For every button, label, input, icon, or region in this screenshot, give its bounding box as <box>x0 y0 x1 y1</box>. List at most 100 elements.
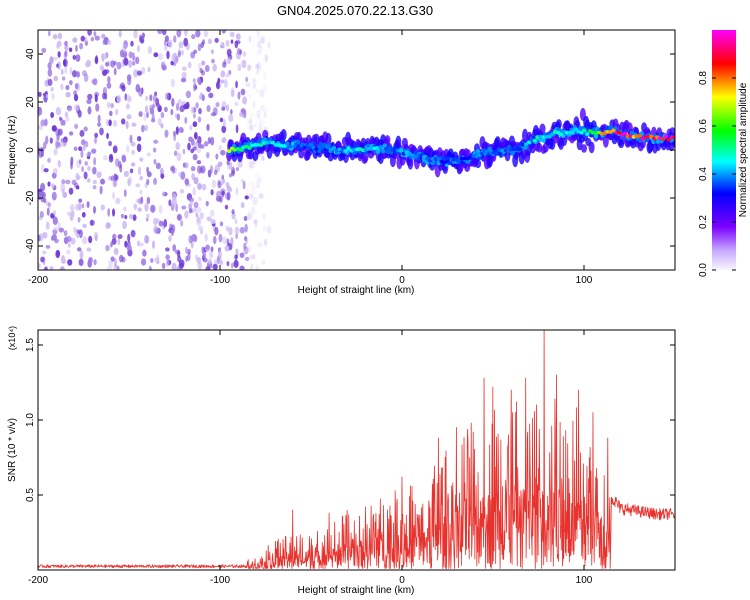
noise-speckle <box>57 32 63 40</box>
noise-speckle <box>108 176 113 181</box>
noise-speckle <box>107 222 112 228</box>
noise-speckle <box>235 80 238 89</box>
snr-y-label: SNR (10 * v/v) <box>7 418 18 482</box>
noise-speckle <box>221 106 226 111</box>
noise-speckle <box>190 106 195 114</box>
noise-speckle <box>197 207 202 213</box>
noise-speckle <box>115 174 119 181</box>
noise-speckle <box>83 171 88 180</box>
noise-speckle <box>66 235 72 243</box>
noise-speckle <box>42 232 48 239</box>
noise-speckle <box>38 234 41 242</box>
noise-speckle <box>263 241 269 246</box>
noise-speckle <box>237 63 242 72</box>
noise-speckle <box>200 70 206 76</box>
noise-speckle <box>83 126 88 132</box>
noise-speckle <box>147 46 153 54</box>
noise-speckle <box>248 214 254 219</box>
noise-speckle <box>107 208 111 217</box>
noise-speckle <box>44 79 49 85</box>
noise-speckle <box>255 69 260 75</box>
noise-speckle <box>192 153 198 161</box>
noise-speckle <box>235 232 239 240</box>
noise-speckle <box>239 226 245 234</box>
noise-speckle <box>47 78 53 87</box>
ridge-core <box>398 149 404 153</box>
noise-speckle <box>195 254 198 261</box>
noise-speckle <box>252 77 256 83</box>
noise-speckle <box>175 126 179 135</box>
spectrogram-y-tick-label: 0 <box>25 147 36 153</box>
noise-speckle <box>136 70 143 76</box>
noise-speckle <box>124 240 128 248</box>
noise-speckle <box>43 168 49 173</box>
noise-speckle <box>176 30 182 38</box>
noise-speckle <box>139 36 145 44</box>
noise-speckle <box>256 62 262 72</box>
noise-speckle <box>261 154 265 161</box>
noise-speckle <box>248 193 254 199</box>
noise-speckle <box>90 219 94 226</box>
ridge-body <box>592 126 597 133</box>
colorbar-label: Normalized spectral amplitude <box>738 82 749 217</box>
noise-speckle <box>259 193 265 200</box>
noise-speckle <box>188 197 195 203</box>
snr-x-tick-label: 0 <box>399 575 405 586</box>
noise-speckle <box>88 235 93 244</box>
noise-speckle <box>182 148 186 155</box>
noise-speckle <box>218 233 223 243</box>
noise-speckle <box>256 115 262 124</box>
noise-speckle <box>192 78 196 83</box>
noise-speckle <box>200 229 204 235</box>
noise-speckle <box>68 131 74 136</box>
noise-speckle <box>64 50 68 58</box>
ridge-core <box>288 144 293 149</box>
noise-speckle <box>70 204 75 213</box>
noise-speckle <box>153 52 159 58</box>
noise-speckle <box>180 128 184 133</box>
noise-speckle <box>252 80 257 86</box>
noise-speckle <box>243 242 247 250</box>
noise-speckle <box>100 65 105 72</box>
noise-speckle <box>75 203 80 211</box>
noise-speckle <box>81 70 87 77</box>
noise-speckle <box>205 266 210 270</box>
noise-speckle <box>195 30 201 38</box>
noise-speckle <box>123 57 129 66</box>
ridge-core <box>314 147 319 151</box>
spectrogram-y-tick-label: 40 <box>25 48 36 60</box>
noise-speckle <box>264 54 269 63</box>
ridge-body <box>608 124 613 130</box>
noise-speckle <box>226 104 230 112</box>
ridge-core <box>518 147 523 152</box>
noise-speckle <box>135 183 141 188</box>
noise-speckle <box>146 213 150 220</box>
ridge-core <box>579 130 584 135</box>
noise-speckle <box>252 83 257 90</box>
noise-speckle <box>239 112 243 117</box>
noise-speckle <box>244 223 248 233</box>
ridge-body <box>280 139 286 145</box>
noise-speckle <box>248 180 253 188</box>
ridge-halo <box>539 123 546 135</box>
noise-speckle <box>40 256 45 263</box>
noise-speckle <box>221 30 226 34</box>
noise-speckle <box>241 59 247 69</box>
noise-speckle <box>128 59 133 68</box>
noise-speckle <box>196 256 202 265</box>
noise-speckle <box>159 167 164 176</box>
noise-speckle <box>71 179 77 186</box>
noise-speckle <box>79 250 84 260</box>
noise-speckle <box>112 179 118 188</box>
ridge-halo <box>588 141 595 154</box>
noise-speckle <box>136 135 142 142</box>
noise-speckle <box>205 244 210 250</box>
ridge-core <box>550 132 555 137</box>
noise-speckle <box>131 149 135 155</box>
noise-speckle <box>55 107 62 116</box>
noise-speckle <box>252 196 258 206</box>
noise-speckle <box>207 258 213 265</box>
noise-speckle <box>94 137 97 144</box>
noise-speckle <box>191 172 195 180</box>
noise-speckle <box>223 79 228 88</box>
